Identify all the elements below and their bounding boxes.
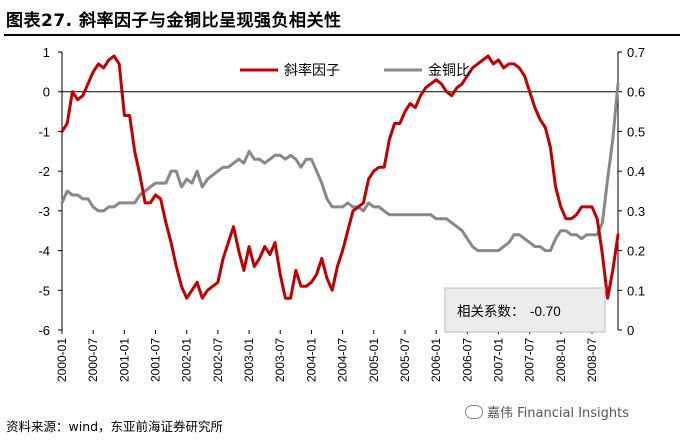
series-line-slope-factor [60, 54, 620, 300]
x-tick-label: 2005-07 [398, 338, 412, 382]
x-tick-label: 2002-07 [211, 338, 225, 382]
legend-label-gold-copper-ratio: 金铜比 [428, 62, 470, 78]
x-tick-label: 2000-07 [86, 338, 100, 382]
left-tick-label: -3 [38, 204, 50, 219]
right-tick-label: 0.6 [627, 85, 645, 100]
wechat-icon [465, 404, 483, 419]
correlation-label: 相关系数： [457, 304, 525, 319]
x-tick-label: 2005-01 [367, 338, 381, 382]
left-tick-label: 0 [43, 85, 50, 100]
left-tick-label: -4 [38, 244, 50, 259]
right-tick-label: 0.5 [627, 124, 645, 139]
watermark-text: 嘉伟 Financial Insights [487, 406, 630, 421]
watermark: 嘉伟 Financial Insights [465, 402, 629, 421]
x-tick-label: 2000-01 [55, 338, 69, 382]
x-tick-label: 2007-07 [523, 338, 537, 382]
right-tick-label: 0.4 [627, 164, 645, 179]
correlation-box-bg [444, 287, 606, 333]
x-tick-label: 2006-07 [460, 338, 474, 382]
correlation-value: -0.70 [530, 304, 561, 319]
x-tick-label: 2003-07 [273, 338, 287, 382]
x-tick-label: 2008-07 [585, 338, 599, 382]
left-tick-label: -2 [38, 164, 50, 179]
left-tick-label: 1 [43, 45, 50, 60]
left-tick-label: -6 [38, 323, 50, 338]
series-layer [60, 54, 620, 300]
x-tick-label: 2006-01 [429, 338, 443, 382]
left-tick-label: -5 [38, 283, 50, 298]
right-tick-label: 0.2 [627, 244, 645, 259]
right-tick-label: 0.1 [627, 283, 645, 298]
axes-layer: -6 -5 -4 -3 -2 -1 0 1 0 0.1 0.2 0.3 0.4 0.5 0.6 0.7 2000… [38, 45, 645, 382]
series-line-gold-copper-ratio [60, 82, 620, 253]
source-note: 资料来源：wind，东亚前海证券研究所 [6, 419, 224, 434]
chart-title: 图表27. 斜率因子与金铜比呈现强负相关性 [6, 11, 342, 31]
correlation-box: 相关系数： -0.70 [444, 287, 606, 333]
x-tick-label: 2001-01 [117, 338, 131, 382]
x-tick-label: 2004-07 [336, 338, 350, 382]
legend: 斜率因子 金铜比 [240, 62, 470, 78]
chart-canvas: -6 -5 -4 -3 -2 -1 0 1 0 0.1 0.2 0.3 0.4 0.5 0.6 0.7 2000… [38, 45, 645, 382]
title-divider [4, 34, 680, 36]
x-tick-label: 2001-07 [149, 338, 163, 382]
right-tick-label: 0 [627, 323, 634, 338]
right-tick-label: 0.3 [627, 204, 645, 219]
x-tick-label: 2004-01 [304, 338, 318, 382]
left-tick-label: -1 [38, 124, 50, 139]
legend-label-slope-factor: 斜率因子 [284, 62, 340, 78]
x-tick-label: 2008-01 [554, 338, 568, 382]
x-tick-label: 2007-01 [491, 338, 505, 382]
right-tick-label: 0.7 [627, 45, 645, 60]
x-tick-label: 2002-01 [180, 338, 194, 382]
x-tick-label: 2003-01 [242, 338, 256, 382]
